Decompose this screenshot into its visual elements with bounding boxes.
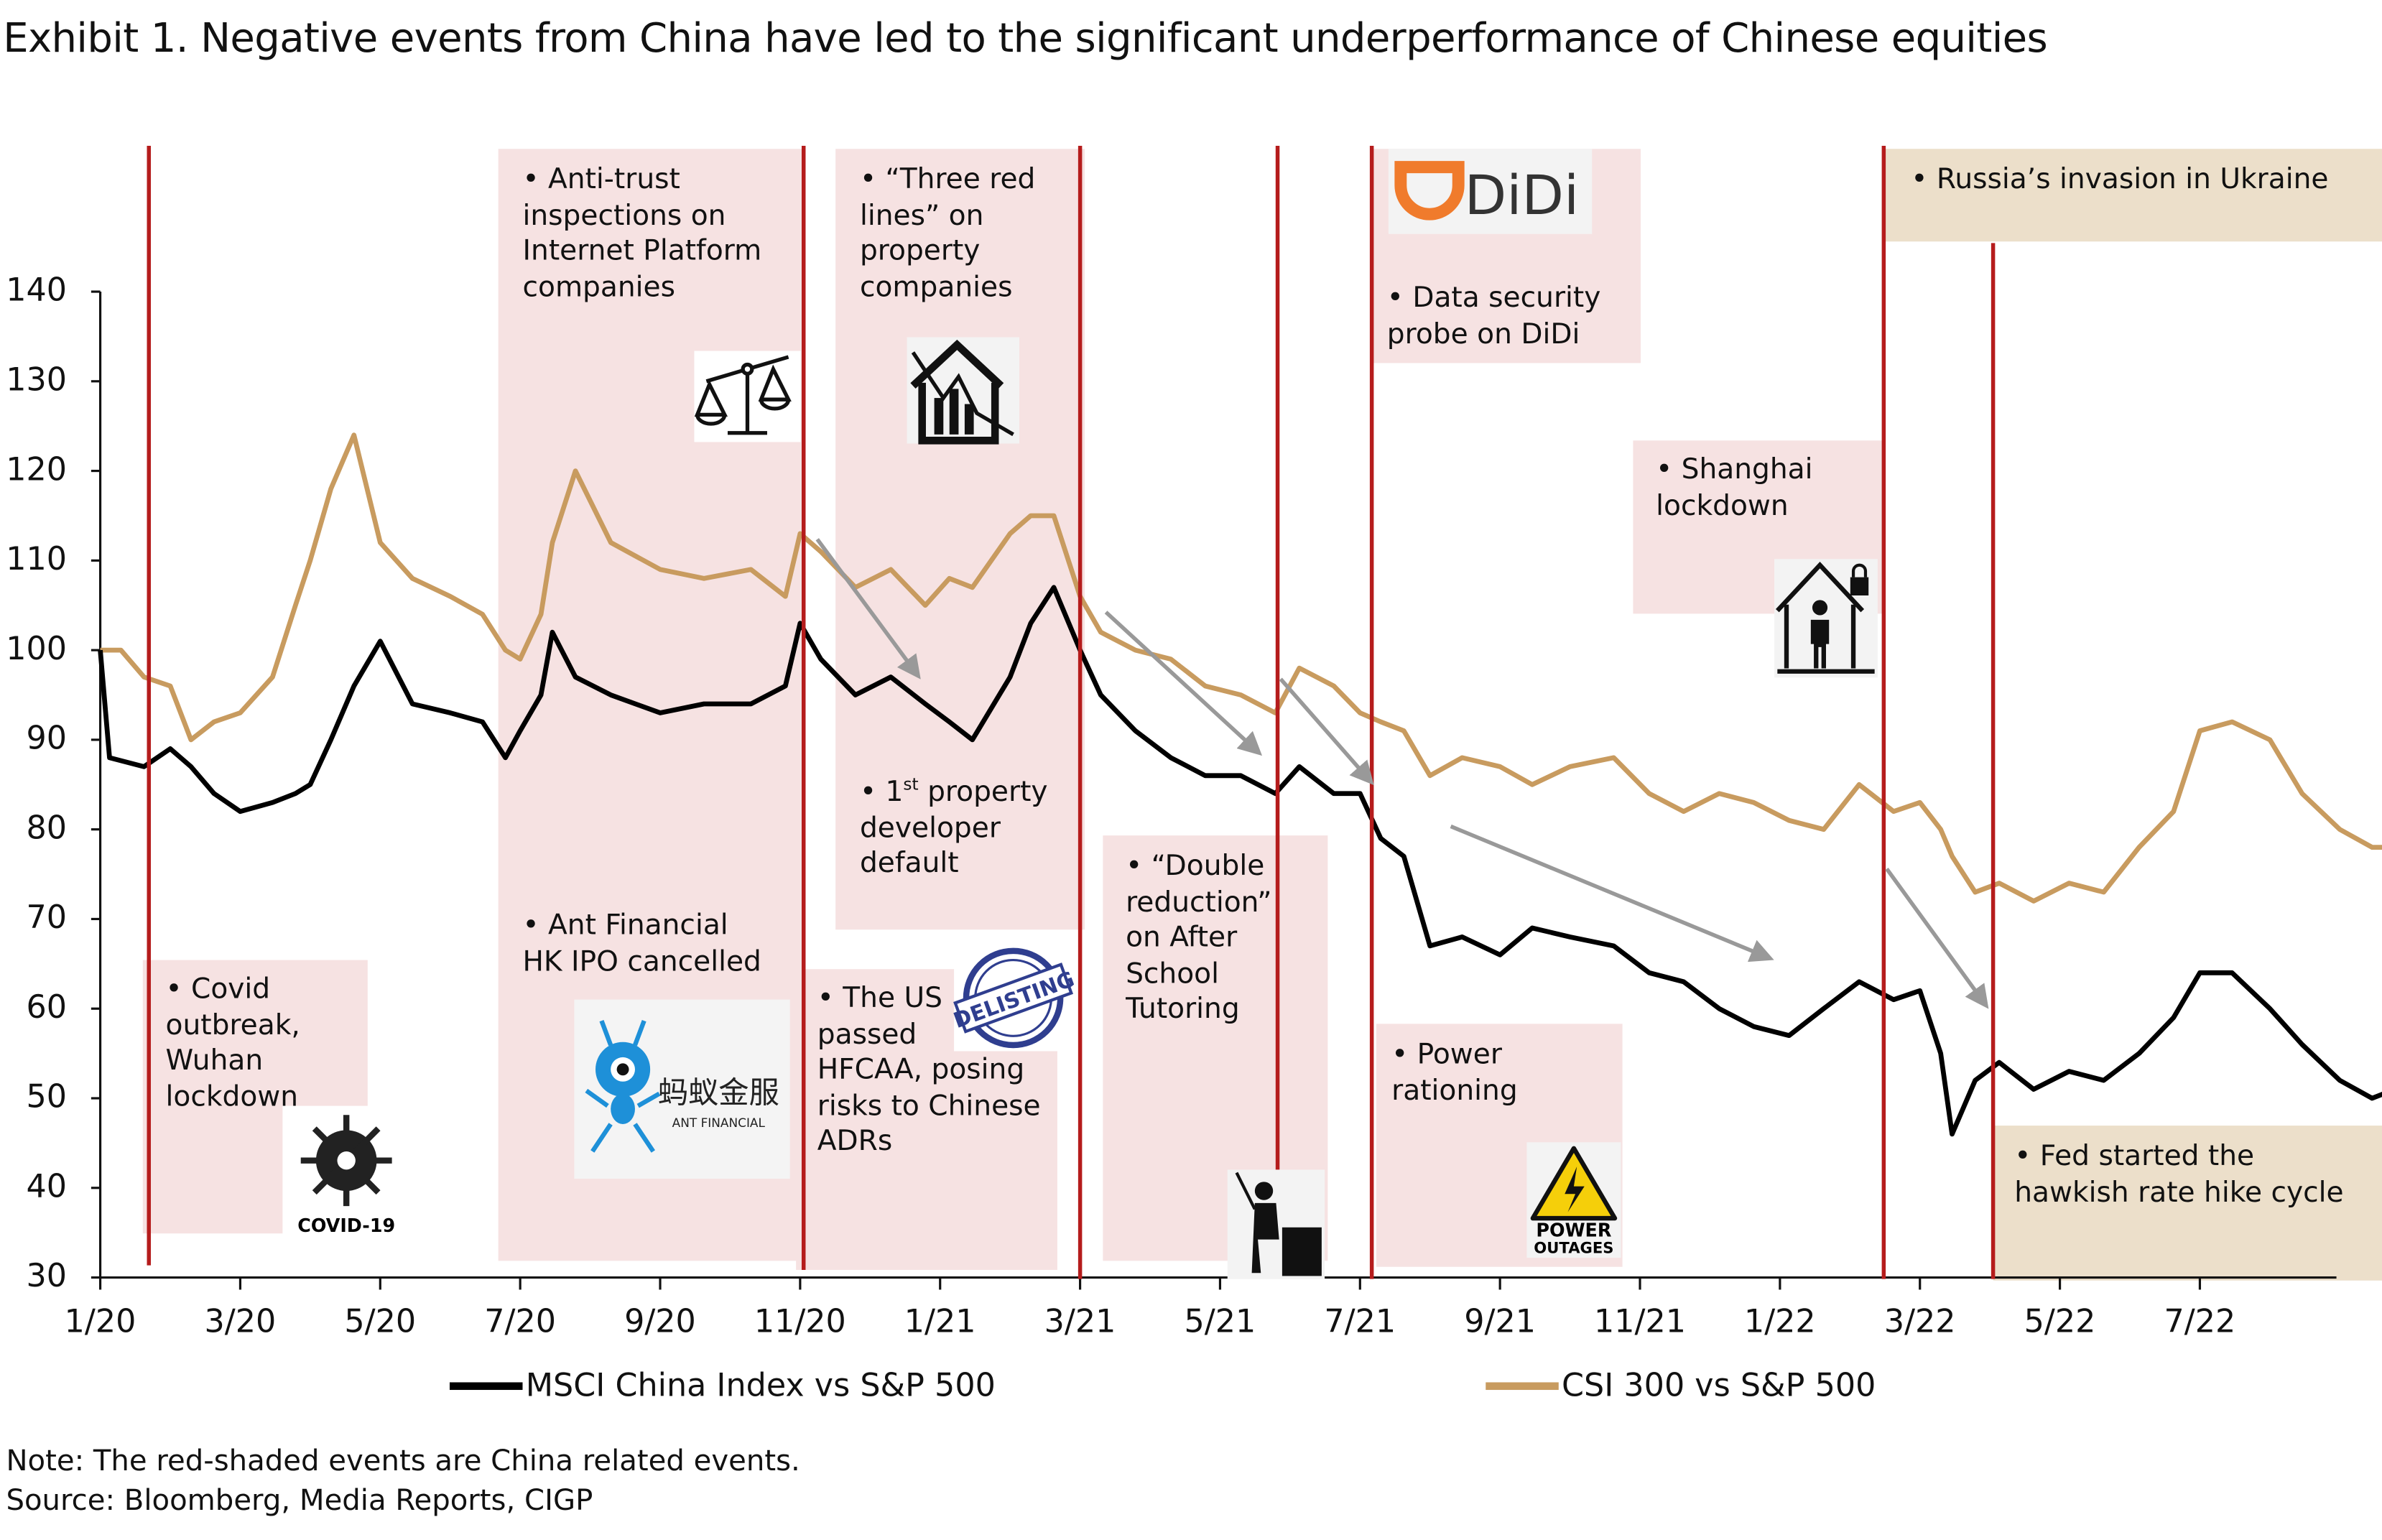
legend-msci: MSCI China Index vs S&P 500 — [449, 1367, 996, 1404]
event-label-property-default: • 1st property developer default — [860, 767, 1048, 882]
y-tick-label: 140 — [6, 272, 68, 309]
event-label-double-reduction: • “Double reduction” on After School Tut… — [1126, 850, 1272, 1026]
x-tick-label: 7/21 — [1324, 1303, 1396, 1340]
event-label-three-red-lines: • “Three red lines” on property companie… — [859, 164, 1036, 303]
x-tick-label: 11/21 — [1593, 1303, 1686, 1340]
event-label-shanghai: • Shanghai lockdown — [1656, 454, 1813, 522]
x-tick-label: 1/21 — [904, 1303, 976, 1340]
power-outage-sign-icon: POWER OUTAGES — [1526, 1142, 1621, 1258]
chart-title: Exhibit 1. Negative events from China ha… — [3, 15, 2048, 62]
legend-label-csi: CSI 300 vs S&P 500 — [1562, 1367, 1876, 1404]
ant-financial-chinese: 蚂蚁金服 — [658, 1075, 779, 1110]
delisting-stamp-icon: DELISTING — [950, 945, 1078, 1052]
y-tick-label: 90 — [26, 720, 68, 757]
event-label-didi: • Data security probe on DiDi — [1386, 282, 1601, 351]
event-label-hfcaa: • The US passed HFCAA, posing risks to C… — [817, 983, 1041, 1158]
trend-arrow — [1885, 868, 1989, 1009]
x-tick-label: 7/22 — [2164, 1303, 2236, 1340]
legend-swatch-msci — [449, 1381, 523, 1389]
series-line-csi — [100, 432, 2382, 904]
legend-csi: CSI 300 vs S&P 500 — [1486, 1367, 1876, 1404]
y-tick-label: 30 — [26, 1258, 68, 1294]
series-line-msci — [98, 585, 2382, 1137]
ant-financial-english: ANT FINANCIAL — [672, 1115, 766, 1130]
legend-swatch-csi — [1486, 1381, 1559, 1389]
x-tick-label: 5/22 — [2024, 1303, 2096, 1340]
source-text: Source: Bloomberg, Media Reports, CIGP — [6, 1484, 593, 1518]
trend-arrow — [1279, 677, 1374, 786]
event-label-antitrust: • Anti-trust inspections on Internet Pla… — [522, 164, 762, 303]
x-tick-label: 3/21 — [1044, 1303, 1116, 1340]
house-falling-chart-icon — [907, 337, 1020, 445]
note-text: Note: The red-shaded events are China re… — [6, 1444, 800, 1478]
didi-text: DiDi — [1465, 163, 1580, 227]
x-tick-label: 7/20 — [484, 1303, 556, 1340]
legend-label-msci: MSCI China Index vs S&P 500 — [525, 1367, 996, 1404]
y-tick-label: 130 — [6, 361, 68, 399]
y-tick-label: 120 — [6, 451, 68, 488]
y-tick-label: 50 — [26, 1078, 68, 1115]
y-tick-label: 80 — [26, 810, 68, 846]
event-box-russia — [1883, 149, 2382, 242]
x-tick-label: 9/21 — [1464, 1303, 1536, 1340]
outages-label: OUTAGES — [1534, 1239, 1613, 1257]
event-box-fed — [1993, 1126, 2382, 1281]
x-tick-label: 1/22 — [1743, 1303, 1816, 1340]
trend-arrow — [815, 538, 921, 679]
y-tick-label: 110 — [6, 540, 68, 578]
covid-virus-icon: COVID-19 — [282, 1105, 410, 1240]
event-box-three-red-lines — [835, 149, 1085, 930]
x-tick-label: 3/20 — [204, 1303, 277, 1340]
home-lockdown-icon — [1774, 559, 1878, 678]
event-label-covid: • Covid outbreak, Wuhan lockdown — [165, 973, 300, 1113]
event-label-power: • Power rationing — [1391, 1039, 1518, 1107]
y-tick-label: 40 — [26, 1168, 68, 1205]
x-tick-label: 5/21 — [1184, 1303, 1256, 1340]
power-label: POWER — [1536, 1219, 1611, 1240]
trend-arrow — [1450, 824, 1774, 962]
event-label-ant-financial: • Ant Financial HK IPO cancelled — [522, 909, 761, 978]
x-tick-label: 3/22 — [1883, 1303, 1956, 1340]
event-text-post: property developer default — [859, 776, 1048, 880]
x-tick-label: 5/20 — [344, 1303, 417, 1340]
event-label-russia: • Russia’s invasion in Ukraine — [1911, 164, 2329, 196]
ant-financial-logo: 蚂蚁金服 ANT FINANCIAL — [574, 999, 790, 1179]
event-text-pre: • 1 — [859, 776, 904, 809]
y-tick-label: 60 — [26, 988, 68, 1026]
event-text-sup: st — [903, 774, 919, 795]
x-tick-label: 11/20 — [754, 1303, 846, 1340]
event-label-fed: • Fed started the hawkish rate hike cycl… — [2014, 1141, 2344, 1209]
y-tick-label: 100 — [6, 630, 68, 667]
didi-logo: DiDi — [1388, 149, 1593, 234]
y-tick-label: 70 — [26, 899, 68, 936]
trend-arrow — [1104, 611, 1263, 756]
teacher-icon — [1227, 1169, 1325, 1279]
x-tick-label: 1/20 — [64, 1303, 136, 1340]
scales-of-justice-icon — [694, 351, 801, 442]
covid-label: COVID-19 — [297, 1215, 395, 1236]
x-tick-label: 9/20 — [624, 1303, 696, 1340]
